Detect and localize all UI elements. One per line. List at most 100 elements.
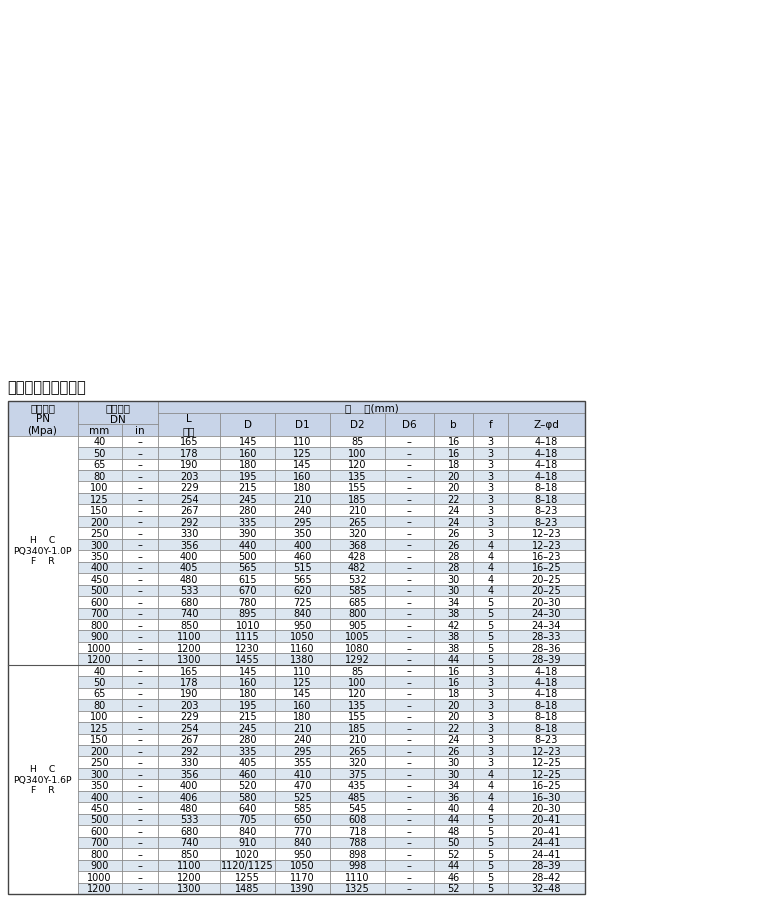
Text: 1300: 1300: [177, 655, 201, 665]
Bar: [78, 585, 122, 596]
Bar: [158, 448, 220, 459]
Bar: [122, 436, 158, 448]
Bar: [220, 882, 275, 894]
Bar: [78, 688, 122, 700]
Text: –: –: [138, 803, 142, 813]
Text: 405: 405: [180, 563, 198, 573]
Text: 718: 718: [348, 826, 366, 836]
Text: 620: 620: [293, 586, 312, 596]
Bar: [158, 860, 220, 871]
Bar: [275, 482, 330, 493]
Bar: [8, 402, 585, 894]
Text: 400: 400: [180, 780, 198, 790]
Bar: [330, 448, 385, 459]
Bar: [158, 871, 220, 882]
Text: –: –: [407, 849, 412, 859]
Bar: [158, 779, 220, 791]
Bar: [122, 745, 158, 757]
Bar: [330, 825, 385, 837]
Bar: [275, 630, 330, 642]
Bar: [220, 860, 275, 871]
Bar: [158, 882, 220, 894]
Bar: [508, 505, 585, 517]
Bar: [434, 470, 473, 482]
Bar: [78, 551, 122, 562]
Bar: [330, 848, 385, 860]
Bar: [434, 711, 473, 722]
Text: 3: 3: [487, 460, 494, 470]
Bar: [158, 871, 220, 882]
Bar: [220, 825, 275, 837]
Bar: [385, 871, 434, 882]
Text: 12–23: 12–23: [532, 540, 561, 550]
Bar: [385, 585, 434, 596]
Bar: [385, 654, 434, 666]
Bar: [434, 642, 473, 654]
Bar: [473, 848, 508, 860]
Text: 1115: 1115: [236, 631, 260, 641]
Bar: [158, 654, 220, 666]
Bar: [158, 700, 220, 711]
Bar: [385, 871, 434, 882]
Text: 210: 210: [293, 494, 312, 504]
Bar: [434, 860, 473, 871]
Bar: [385, 757, 434, 768]
Text: 28–39: 28–39: [532, 861, 561, 870]
Bar: [275, 448, 330, 459]
Bar: [122, 585, 158, 596]
Text: 20: 20: [448, 471, 460, 481]
Text: 410: 410: [293, 768, 312, 778]
Bar: [330, 654, 385, 666]
Text: 160: 160: [293, 471, 312, 481]
Text: 406: 406: [180, 792, 198, 802]
Bar: [220, 619, 275, 630]
Bar: [330, 711, 385, 722]
Bar: [122, 768, 158, 779]
Bar: [158, 596, 220, 608]
Bar: [508, 871, 585, 882]
Bar: [220, 757, 275, 768]
Bar: [122, 860, 158, 871]
Bar: [122, 848, 158, 860]
Bar: [220, 642, 275, 654]
Bar: [330, 517, 385, 527]
Bar: [508, 562, 585, 573]
Bar: [275, 722, 330, 734]
Text: D6: D6: [402, 420, 416, 430]
Text: –: –: [138, 494, 142, 504]
Bar: [158, 539, 220, 551]
Text: –: –: [138, 723, 142, 733]
Bar: [122, 470, 158, 482]
Bar: [434, 470, 473, 482]
Bar: [473, 722, 508, 734]
Bar: [122, 459, 158, 470]
Bar: [508, 722, 585, 734]
Text: 440: 440: [239, 540, 257, 550]
Bar: [275, 619, 330, 630]
Bar: [275, 791, 330, 803]
Text: 390: 390: [239, 528, 257, 538]
Bar: [8, 436, 78, 666]
Text: 640: 640: [239, 803, 257, 813]
Text: 180: 180: [293, 712, 312, 721]
Text: 780: 780: [239, 597, 257, 607]
Bar: [385, 562, 434, 573]
Bar: [78, 608, 122, 619]
Text: 470: 470: [293, 780, 312, 790]
Bar: [385, 596, 434, 608]
Bar: [122, 562, 158, 573]
Text: 295: 295: [293, 746, 312, 756]
Bar: [158, 630, 220, 642]
Text: 670: 670: [239, 586, 257, 596]
Text: 50: 50: [93, 677, 106, 687]
Bar: [508, 596, 585, 608]
Bar: [275, 619, 330, 630]
Bar: [330, 493, 385, 505]
Bar: [122, 654, 158, 666]
Text: 400: 400: [293, 540, 312, 550]
Bar: [473, 596, 508, 608]
Text: 20–41: 20–41: [532, 826, 561, 836]
Text: 1020: 1020: [236, 849, 260, 859]
Bar: [434, 711, 473, 722]
Text: 20: 20: [448, 712, 460, 721]
